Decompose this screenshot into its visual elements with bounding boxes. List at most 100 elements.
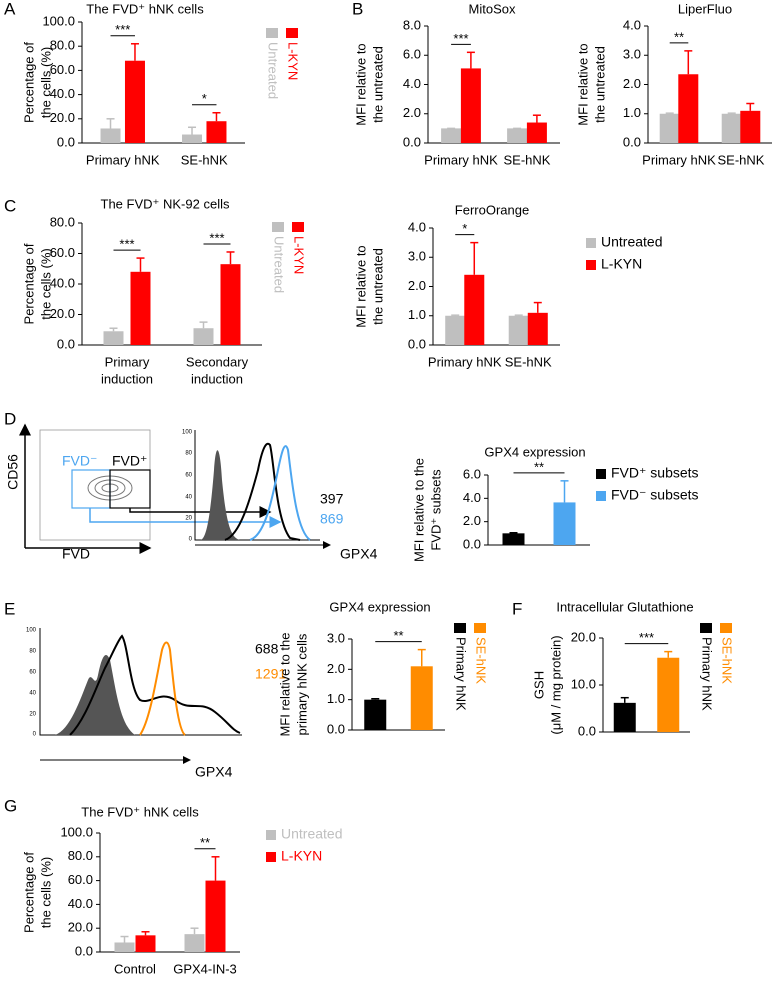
y-axis-label: (μM / mg protein) — [548, 635, 563, 734]
bar — [205, 880, 226, 952]
gate-label: FVD⁺ — [112, 453, 147, 469]
x-tick-label: Secondary — [186, 354, 249, 369]
mfi-label: 688 — [255, 641, 279, 657]
bar — [114, 942, 135, 952]
x-tick-label: SE-hNK — [181, 152, 228, 167]
significance-label: ** — [534, 459, 544, 474]
chart-title: GPX4 expression — [484, 444, 585, 459]
y-tick-label: 3.0 — [327, 630, 345, 645]
legend-swatch — [720, 623, 732, 633]
legend-swatch — [292, 222, 304, 232]
y-tick-label: 2.0 — [327, 661, 345, 676]
bar — [182, 134, 203, 143]
significance-label: * — [462, 221, 467, 236]
bar — [526, 122, 547, 143]
x-tick-label: SE-hNK — [718, 152, 765, 167]
y-tick-label: 0.0 — [57, 134, 75, 149]
x-tick-label: SE-hNK — [504, 152, 551, 167]
tick-label: 60 — [185, 473, 192, 479]
bar — [206, 121, 227, 143]
panel-label: F — [512, 599, 522, 618]
y-tick-label: 20.0 — [571, 629, 596, 644]
significance-label: ** — [200, 835, 210, 850]
axis-label: FVD — [62, 546, 90, 562]
bar — [124, 60, 145, 143]
y-tick-label: 1.0 — [623, 105, 641, 120]
mfi-label: 869 — [320, 511, 344, 527]
y-tick-label: 20.0 — [50, 306, 75, 321]
y-tick-label: 8.0 — [403, 17, 421, 32]
flow-histogram: GPX4 688 1291 100 80 60 40 20 0 — [26, 628, 286, 780]
x-tick-label: induction — [101, 371, 153, 386]
x-tick-label: SE-hNK — [505, 354, 552, 369]
bar — [135, 935, 156, 952]
y-tick-label: 20.0 — [50, 110, 75, 125]
bar — [460, 68, 481, 143]
y-tick-label: 40.0 — [50, 275, 75, 290]
significance-label: *** — [639, 630, 654, 645]
y-axis-label: the cells (%) — [38, 248, 53, 320]
legend-label: FVD⁺ subsets — [611, 465, 699, 481]
y-tick-label: 80.0 — [50, 214, 75, 229]
significance-label: *** — [115, 22, 130, 37]
tick-label: 40 — [185, 495, 192, 501]
y-axis-label: MFI relative to the — [411, 458, 426, 562]
tick-label: 0 — [189, 537, 193, 543]
chart-title: FerroOrange — [455, 202, 529, 217]
y-axis-label: primary hNK cells — [294, 633, 309, 735]
x-tick-label: Primary — [105, 354, 150, 369]
x-tick-label: Control — [114, 961, 156, 976]
panel-label: B — [352, 0, 363, 18]
gate-label: FVD⁻ — [62, 453, 97, 469]
legend-label: L-KYN — [292, 236, 307, 274]
legend-swatch — [474, 623, 486, 633]
significance-label: ** — [674, 29, 684, 44]
chart-title: Intracellular Glutathione — [556, 599, 693, 614]
legend-swatch — [700, 623, 712, 633]
bar — [445, 315, 466, 345]
y-tick-label: 10.0 — [571, 676, 596, 691]
tick-label: 60 — [29, 670, 36, 676]
tick-label: 100 — [182, 430, 193, 436]
y-tick-label: 60.0 — [68, 872, 93, 887]
bar — [553, 502, 576, 545]
legend-swatch — [266, 852, 276, 862]
y-axis-label: Percentage of — [21, 852, 36, 933]
bar — [507, 128, 528, 143]
y-axis-label: Percentage of — [21, 243, 36, 324]
axis-label: GPX4 — [195, 764, 233, 780]
bar — [193, 328, 214, 345]
y-tick-label: 4.0 — [403, 76, 421, 91]
mfi-label: 397 — [320, 491, 344, 507]
y-tick-label: 100.0 — [60, 824, 93, 839]
bar — [678, 74, 699, 143]
axis-label: GPX4 — [340, 546, 378, 562]
y-tick-label: 6.0 — [463, 466, 481, 481]
y-tick-label: 0.0 — [327, 721, 345, 736]
y-axis-label: the untreated — [370, 248, 385, 325]
legend-label: L-KYN — [281, 848, 322, 864]
legend-label: L-KYN — [601, 256, 642, 272]
bar — [364, 699, 387, 730]
y-tick-label: 1.0 — [408, 307, 426, 322]
y-tick-label: 0.0 — [57, 336, 75, 351]
x-tick-label: Primary hNK — [642, 152, 716, 167]
legend-label: Untreated — [272, 236, 287, 293]
y-tick-label: 3.0 — [623, 47, 641, 62]
legend-label: Untreated — [266, 42, 281, 99]
y-axis-label: the untreated — [370, 46, 385, 123]
y-axis-label: the cells (%) — [38, 47, 53, 119]
x-tick-label: Primary hNK — [428, 354, 502, 369]
chart-title: The FVD⁺ hNK cells — [81, 804, 199, 819]
y-tick-label: 2.0 — [408, 278, 426, 293]
y-tick-label: 60.0 — [50, 245, 75, 260]
y-tick-label: 2.0 — [403, 105, 421, 120]
x-tick-label: Primary hNK — [424, 152, 498, 167]
chart-title: GPX4 expression — [329, 599, 430, 614]
legend-swatch — [266, 830, 276, 840]
y-axis-label: MFI relative to the — [277, 632, 292, 736]
y-tick-label: 6.0 — [403, 47, 421, 62]
bar — [220, 264, 241, 345]
y-axis-label: MFI relative to — [353, 43, 368, 125]
